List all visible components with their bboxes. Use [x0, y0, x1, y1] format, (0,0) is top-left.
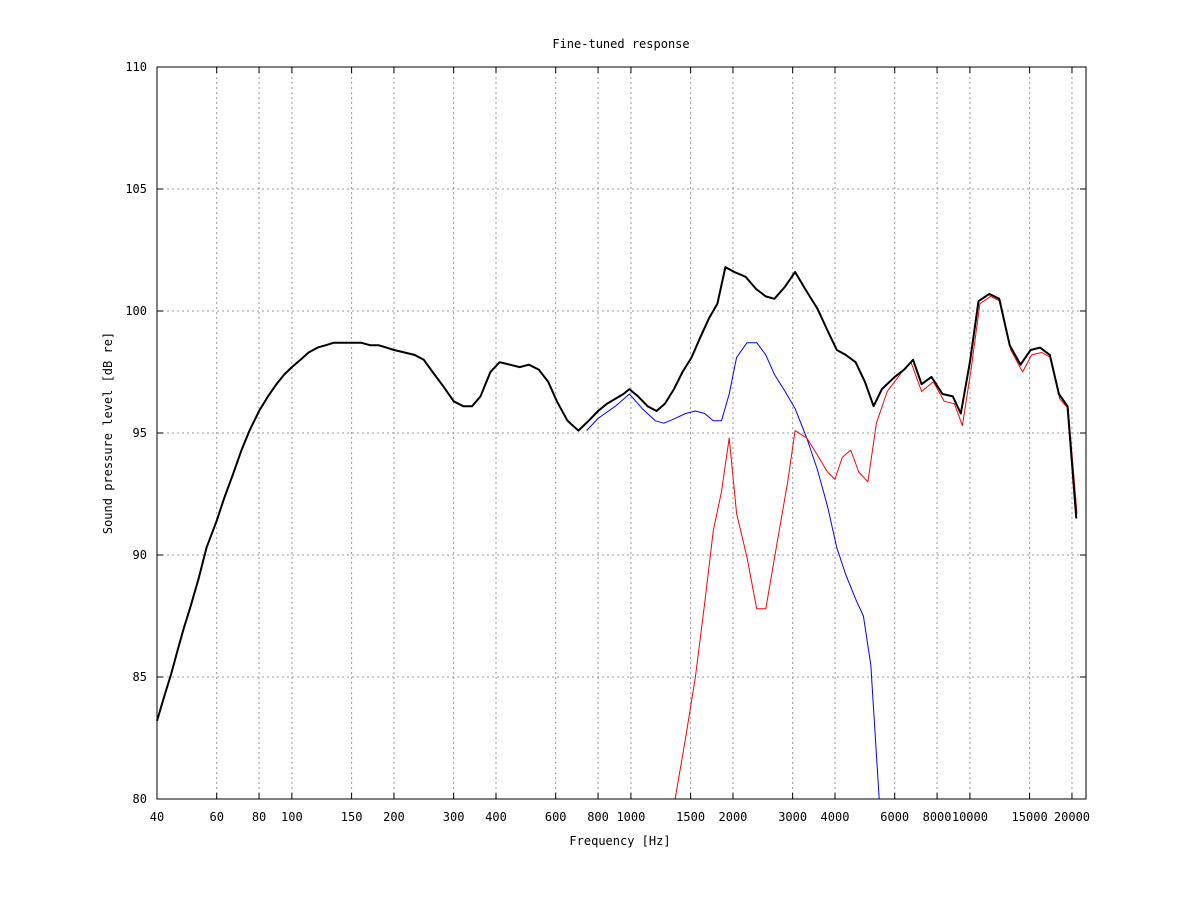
x-tick-label: 6000: [880, 810, 909, 824]
x-tick-label: 2000: [719, 810, 748, 824]
x-tick-label: 100: [281, 810, 303, 824]
y-tick-label: 110: [125, 60, 147, 74]
y-tick-label: 85: [133, 670, 147, 684]
x-tick-label: 200: [383, 810, 405, 824]
x-tick-label: 15000: [1012, 810, 1048, 824]
grid: [157, 67, 1086, 799]
x-tick-label: 80: [252, 810, 266, 824]
y-tick-label: 90: [133, 548, 147, 562]
x-tick-label: 8000: [923, 810, 952, 824]
chart-title: Fine-tuned response: [552, 37, 689, 51]
x-tick-label: 800: [587, 810, 609, 824]
y-axis-label: Sound pressure level [dB re]: [101, 332, 115, 534]
y-tick-label: 95: [133, 426, 147, 440]
x-tick-label: 150: [341, 810, 363, 824]
y-tick-label: 80: [133, 792, 147, 806]
series-line-1: [586, 342, 880, 800]
x-tick-label: 400: [485, 810, 507, 824]
series-line-3: [156, 266, 1078, 722]
series-line-2: [674, 295, 1078, 800]
x-tick-label: 20000: [1054, 810, 1090, 824]
ticks: 40 60 80 100 150 200 300 400 600 800 1000 1500 2000 3…: [125, 60, 1090, 824]
series-group: [156, 266, 1078, 800]
x-tick-label: 4000: [821, 810, 850, 824]
x-tick-label: 600: [545, 810, 567, 824]
x-tick-label: 300: [443, 810, 465, 824]
x-tick-label: 60: [209, 810, 223, 824]
y-tick-label: 105: [125, 182, 147, 196]
x-tick-label: 3000: [778, 810, 807, 824]
x-tick-label: 1000: [616, 810, 645, 824]
x-tick-label: 40: [150, 810, 164, 824]
x-tick-label: 10000: [952, 810, 988, 824]
y-tick-label: 100: [125, 304, 147, 318]
x-axis-label: Frequency [Hz]: [569, 834, 670, 848]
x-tick-label: 1500: [676, 810, 705, 824]
